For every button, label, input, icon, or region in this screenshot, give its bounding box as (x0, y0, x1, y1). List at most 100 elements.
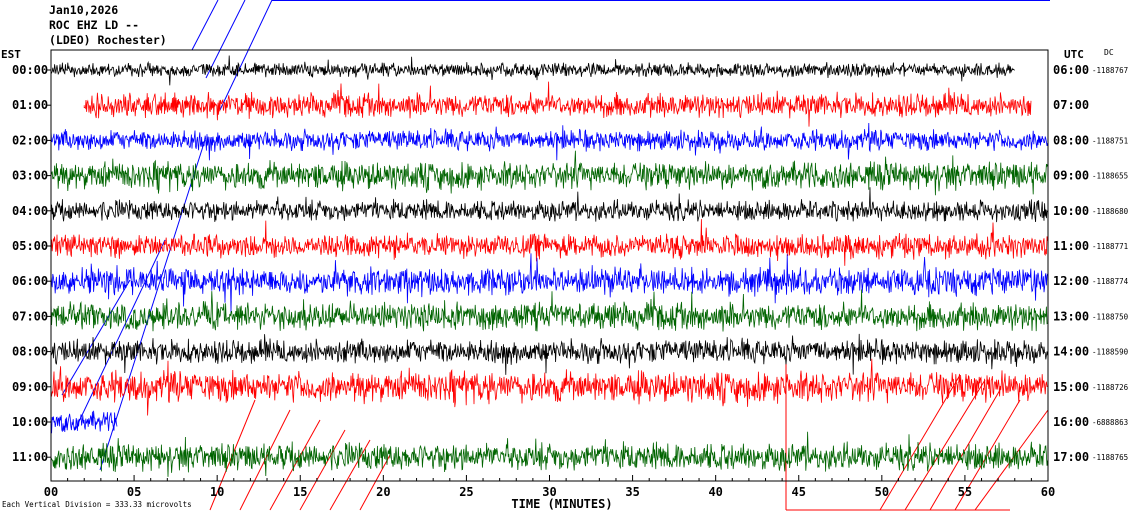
x-tick-label: 15 (293, 485, 307, 499)
trace-path (83, 81, 1032, 127)
est-hour-label: 05:00 (12, 239, 48, 253)
utc-hour-label: 16:00 (1053, 415, 1089, 429)
dc-offset-label: -1188680 (1092, 207, 1129, 216)
overlay-lines (61, 0, 1050, 511)
x-tick-label: 05 (127, 485, 141, 499)
overlay-line (269, 419, 321, 511)
overlay-line (191, 0, 219, 51)
est-hour-label: 04:00 (12, 204, 48, 218)
utc-hour-label: 14:00 (1053, 345, 1089, 359)
x-tick-label: 25 (459, 485, 473, 499)
utc-hour-label: 06:00 (1053, 63, 1089, 77)
dc-offset-label: -1188750 (1092, 312, 1129, 321)
trace-0500 (50, 219, 1048, 266)
utc-hour-label: 13:00 (1053, 309, 1089, 323)
utc-hour-label: 09:00 (1053, 169, 1089, 183)
x-tick-label: 35 (625, 485, 639, 499)
network-label: (LDEO) Rochester) (49, 33, 167, 47)
trace-0000 (50, 55, 1015, 86)
overlay-line (209, 399, 256, 511)
est-hour-label: 08:00 (12, 345, 48, 359)
overlay-line (61, 279, 131, 396)
plot-frame (50, 49, 1049, 482)
trace-path (50, 253, 1048, 313)
overlay-line (74, 239, 166, 431)
est-axis-label: EST (1, 48, 21, 61)
overlay-line (929, 389, 1001, 511)
dc-offset-label: -6888863 (1092, 418, 1128, 427)
overlay-line (205, 0, 246, 79)
x-tick-label: 45 (792, 485, 806, 499)
dc-label: DC (1104, 48, 1114, 57)
x-axis: 00 05 10 15 20 25 30 35 40 45 50 55 60 TIME (MINUTES) (44, 475, 1055, 511)
x-tick-label: 10 (210, 485, 224, 499)
overlay-line (954, 399, 1021, 511)
overlay-line (904, 379, 986, 511)
dc-offset-label: -1188751 (1092, 136, 1128, 145)
dc-offset-label: -1188771 (1092, 242, 1128, 251)
utc-hour-label: 17:00 (1053, 450, 1089, 464)
est-hour-label: 11:00 (12, 450, 48, 464)
trace-path (50, 55, 1015, 86)
est-hour-label: 07:00 (12, 309, 48, 323)
est-hour-label: 02:00 (12, 133, 48, 147)
trace-path (50, 410, 118, 434)
dc-offset-label: -1188655 (1092, 172, 1128, 181)
utc-hour-label: 15:00 (1053, 380, 1089, 394)
trace-0600 (50, 253, 1048, 313)
est-hour-label: 03:00 (12, 169, 48, 183)
station-label: ROC EHZ LD -- (49, 18, 140, 32)
overlay-line (219, 0, 273, 111)
trace-path (50, 187, 1048, 223)
utc-hour-label: 07:00 (1053, 98, 1089, 112)
dc-offset-label: -1188726 (1092, 383, 1129, 392)
trace-0300 (50, 150, 1048, 196)
dc-offset-label: -1188774 (1092, 277, 1129, 286)
trace-path (50, 122, 1048, 161)
utc-hour-label: 12:00 (1053, 274, 1089, 288)
trace-path (50, 431, 1048, 477)
trace-path (50, 358, 1048, 416)
x-tick-label: 00 (44, 485, 58, 499)
est-hour-label: 06:00 (12, 274, 48, 288)
trace-path (50, 219, 1048, 266)
dc-offset-label: -1188590 (1092, 348, 1129, 357)
x-tick-label: 40 (708, 485, 722, 499)
trace-path (50, 333, 1048, 375)
trace-1100 (50, 431, 1048, 477)
dc-offset-label: -1188767 (1092, 66, 1128, 75)
x-tick-label: 55 (958, 485, 972, 499)
x-tick-label: 60 (1041, 485, 1055, 499)
overlay-line (239, 409, 291, 511)
trace-1000 (50, 410, 118, 434)
trace-0100 (83, 81, 1032, 127)
trace-path (50, 289, 1048, 332)
overlay-line (329, 439, 371, 511)
x-tick-label: 30 (542, 485, 556, 499)
dc-offset-label: -1188765 (1092, 453, 1128, 462)
x-tick-label: 20 (376, 485, 390, 499)
trace-0200 (50, 122, 1048, 161)
trace-0800 (50, 333, 1048, 375)
x-axis-title: TIME (MINUTES) (511, 497, 612, 511)
est-hour-label: 09:00 (12, 380, 48, 394)
trace-0900 (50, 358, 1048, 416)
utc-hour-label: 11:00 (1053, 239, 1089, 253)
overlay-line (879, 374, 961, 511)
scale-footnote: Each Vertical Division = 333.33 microvol… (2, 500, 192, 509)
date-label: Jan10,2026 (49, 3, 119, 17)
trace-path (50, 150, 1048, 196)
overlay-line (359, 454, 391, 511)
x-tick-label: 50 (875, 485, 889, 499)
trace-0400 (50, 187, 1048, 223)
utc-hour-label: 10:00 (1053, 204, 1089, 218)
overlay-line (299, 429, 346, 511)
utc-hour-label: 08:00 (1053, 133, 1089, 147)
trace-0700 (50, 289, 1048, 332)
utc-axis-label: UTC (1064, 48, 1084, 61)
overlay-line (99, 139, 206, 471)
est-hour-label: 10:00 (12, 415, 48, 429)
est-hour-label: 01:00 (12, 98, 48, 112)
